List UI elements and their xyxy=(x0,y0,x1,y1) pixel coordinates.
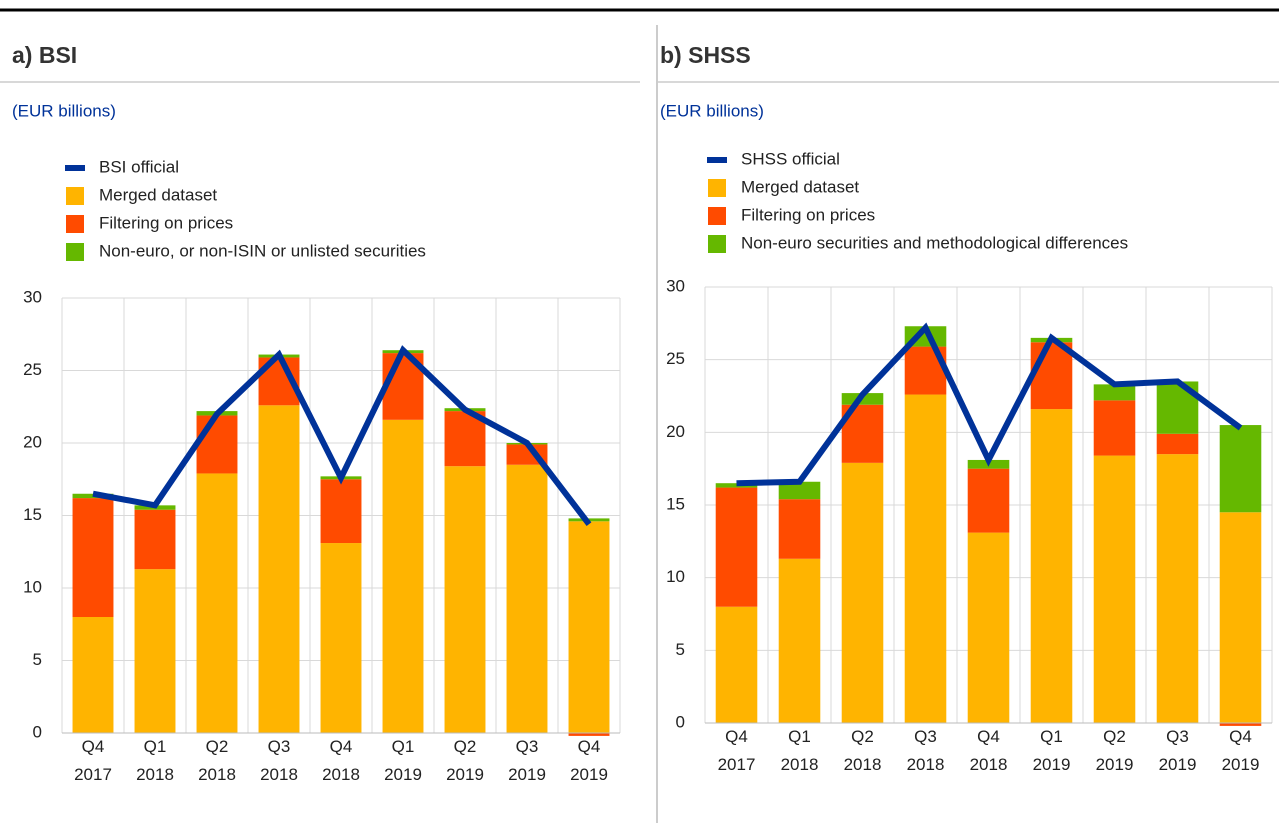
bar-segment xyxy=(715,483,758,488)
legend-label: Filtering on prices xyxy=(99,213,233,232)
y-tick-label: 15 xyxy=(23,505,42,524)
bar-segment xyxy=(382,419,424,733)
y-tick-label: 25 xyxy=(666,349,685,368)
bar-segment xyxy=(196,415,238,474)
bar-segment xyxy=(1219,425,1262,513)
chart-subtitle: (EUR billions) xyxy=(660,101,764,120)
bar-segment xyxy=(1093,384,1136,401)
bar-segment xyxy=(967,468,1010,533)
x-tick-label: Q4 2018 xyxy=(322,737,360,784)
bar-segment xyxy=(715,487,758,607)
y-tick-label: 30 xyxy=(23,287,42,306)
y-tick-label: 0 xyxy=(676,712,685,731)
bar-segment xyxy=(1093,400,1136,456)
legend-label: SHSS official xyxy=(741,149,840,168)
bar-segment xyxy=(778,481,821,500)
x-tick-label: Q4 2017 xyxy=(74,737,112,784)
bar-segment xyxy=(904,394,947,723)
y-tick-label: 0 xyxy=(33,722,42,741)
bar-segment xyxy=(1219,723,1262,726)
legend-label: BSI official xyxy=(99,157,179,176)
bar-segment xyxy=(841,462,884,723)
x-tick-label: Q1 2018 xyxy=(781,727,819,774)
bar-segment xyxy=(1030,409,1073,723)
x-tick-label: Q1 2018 xyxy=(136,737,174,784)
bar-segment xyxy=(506,464,548,733)
legend-label: Non-euro securities and methodological d… xyxy=(741,233,1128,252)
legend-swatch xyxy=(65,165,85,171)
legend-swatch xyxy=(708,235,726,253)
bar-segment xyxy=(778,499,821,559)
legend-swatch xyxy=(66,187,84,205)
bar-segment xyxy=(320,543,362,733)
x-tick-label: Q2 2019 xyxy=(446,737,484,784)
bar-segment xyxy=(258,405,300,733)
bar-segment xyxy=(967,532,1010,723)
chart-title: a) BSI xyxy=(12,42,77,68)
y-tick-label: 5 xyxy=(33,650,42,669)
bar-segment xyxy=(1030,342,1073,410)
x-tick-label: Q4 2019 xyxy=(1222,727,1260,774)
x-tick-label: Q2 2018 xyxy=(198,737,236,784)
x-tick-label: Q4 2017 xyxy=(718,727,756,774)
x-tick-label: Q3 2019 xyxy=(1159,727,1197,774)
bar-segment xyxy=(72,498,114,617)
y-tick-label: 30 xyxy=(666,276,685,295)
bar-segment xyxy=(320,479,362,544)
chart-subtitle: (EUR billions) xyxy=(12,101,116,120)
legend-swatch xyxy=(708,179,726,197)
x-tick-label: Q3 2019 xyxy=(508,737,546,784)
bar-segment xyxy=(134,509,176,570)
chart-title: b) SHSS xyxy=(660,42,751,68)
x-tick-label: Q3 2018 xyxy=(260,737,298,784)
legend-label: Non-euro, or non-ISIN or unlisted securi… xyxy=(99,241,426,260)
legend-label: Merged dataset xyxy=(99,185,217,204)
line-series xyxy=(736,322,1243,487)
legend-swatch xyxy=(707,157,727,163)
y-tick-label: 25 xyxy=(23,360,42,379)
legend-swatch xyxy=(708,207,726,225)
x-tick-label: Q1 2019 xyxy=(1033,727,1071,774)
bar-segment xyxy=(1219,512,1262,723)
legend-label: Merged dataset xyxy=(741,177,859,196)
bar-segment xyxy=(134,569,176,733)
legend-label: Filtering on prices xyxy=(741,205,875,224)
x-tick-label: Q4 2019 xyxy=(570,737,608,784)
bar-segment xyxy=(568,733,610,736)
y-tick-label: 20 xyxy=(23,432,42,451)
y-tick-label: 5 xyxy=(676,640,685,659)
bar-segment xyxy=(568,521,610,733)
legend-swatch xyxy=(66,215,84,233)
bar-segment xyxy=(715,606,758,723)
bar-segment xyxy=(1093,455,1136,723)
bar-segment xyxy=(1156,454,1199,723)
line-series xyxy=(92,345,592,527)
y-tick-label: 20 xyxy=(666,422,685,441)
legend-swatch xyxy=(66,243,84,261)
y-tick-label: 15 xyxy=(666,494,685,513)
x-tick-label: Q3 2018 xyxy=(907,727,945,774)
bar-segment xyxy=(778,558,821,723)
x-tick-label: Q1 2019 xyxy=(384,737,422,784)
x-tick-label: Q2 2018 xyxy=(844,727,882,774)
bar-segment xyxy=(1156,433,1199,455)
bar-segment xyxy=(444,466,486,733)
x-tick-label: Q2 2019 xyxy=(1096,727,1134,774)
x-tick-label: Q4 2018 xyxy=(970,727,1008,774)
y-tick-label: 10 xyxy=(23,577,42,596)
bar-segment xyxy=(72,617,114,733)
y-tick-label: 10 xyxy=(666,567,685,586)
bar-segment xyxy=(196,473,238,733)
